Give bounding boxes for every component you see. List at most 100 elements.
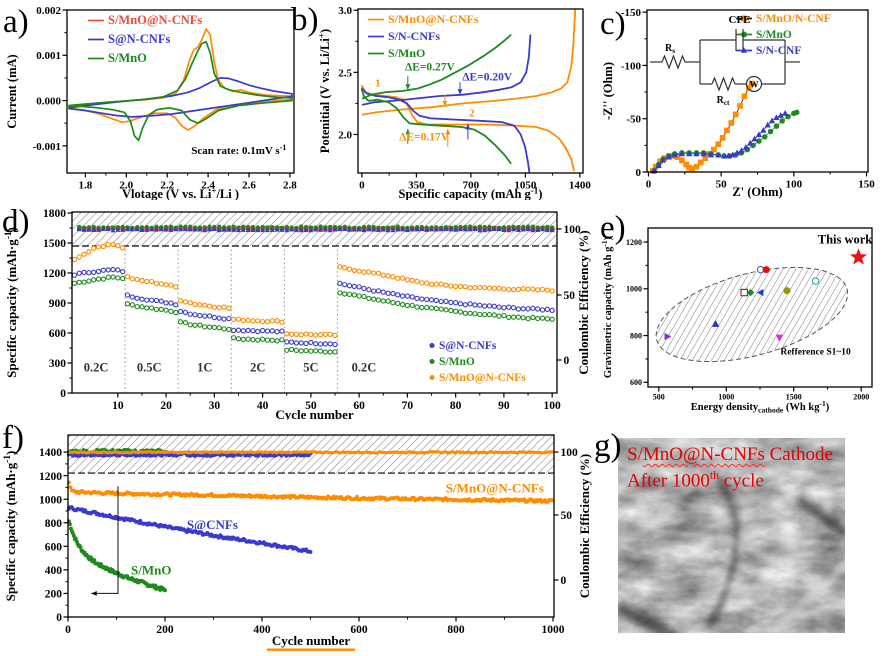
svg-text:Gravimetric capacity (mAh g-1): Gravimetric capacity (mAh g-1) — [600, 236, 614, 378]
svg-text:ΔE=0.20V: ΔE=0.20V — [462, 71, 513, 83]
svg-text:70: 70 — [402, 400, 414, 412]
svg-text:1000: 1000 — [39, 494, 62, 506]
equivalent-circuit-inset — [650, 29, 800, 93]
panel-label-c: c) — [600, 6, 626, 42]
svg-text:50: 50 — [716, 179, 728, 191]
svg-text:1400: 1400 — [569, 180, 592, 192]
panel-label-d: d) — [2, 204, 30, 240]
series-this-work — [849, 248, 868, 265]
svg-text:60: 60 — [353, 400, 365, 412]
panel-label-g: g) — [594, 428, 622, 464]
svg-text:2.0: 2.0 — [338, 129, 352, 141]
svg-text:0: 0 — [60, 388, 66, 400]
series-s-mno-n-cnf — [649, 80, 755, 174]
panel-label-a: a) — [3, 4, 29, 40]
panel-c-impedance: c) 0 50 100 150 0 -50 -100 -150 Z' (Ohm) -Z'' (Oh… — [600, 0, 885, 200]
panel-a-cv: a) Scan rate: 0.1mV s-1 1.8 2.0 2.2 2.4 2.6 2.… — [0, 0, 300, 200]
svg-text:1C: 1C — [197, 361, 212, 375]
chart-c-nyquist-plot: 0 50 100 150 0 -50 -100 -150 Z' (Ohm) -Z'' (Ohm) S… — [601, 7, 875, 199]
svg-text:1200: 1200 — [43, 268, 66, 280]
svg-text:200: 200 — [156, 624, 174, 636]
sem-texture — [618, 438, 845, 633]
panel-label-b: b) — [291, 2, 319, 38]
svg-text:-50: -50 — [626, 114, 641, 126]
chart-b-voltage-profiles: ΔE=0.27V ΔE=0.20V ΔE=0.17V 1 2 0 350 700 1050 140… — [316, 5, 592, 200]
svg-text:S/MnO: S/MnO — [388, 46, 425, 60]
legend-d: S@N-CNFs S/MnO S/MnO@N-CNFs — [429, 340, 526, 384]
svg-text:600: 600 — [45, 541, 63, 553]
svg-text:S/MnO: S/MnO — [756, 29, 792, 41]
svg-text:Vlotage (V vs. Li+/Li ): Vlotage (V vs. Li+/Li ) — [122, 185, 239, 200]
svg-text:400: 400 — [45, 565, 63, 577]
svg-text:350: 350 — [408, 180, 425, 192]
svg-text:S@N-CNFs: S@N-CNFs — [439, 340, 497, 352]
svg-text:80: 80 — [450, 400, 462, 412]
svg-text:2000: 2000 — [853, 393, 869, 402]
series-references-s1-10 — [664, 265, 820, 342]
svg-text:1000: 1000 — [626, 285, 642, 294]
svg-text:1000: 1000 — [718, 393, 734, 402]
series-s-mno — [67, 519, 167, 593]
svg-text:2.4: 2.4 — [201, 180, 215, 192]
svg-text:1200: 1200 — [39, 471, 62, 483]
svg-text:800: 800 — [447, 624, 465, 636]
svg-text:Specific capacity (mAh g-1): Specific capacity (mAh g-1) — [399, 185, 543, 200]
svg-text:Z' (Ohm): Z' (Ohm) — [732, 185, 782, 199]
svg-text:Refference S1~10: Refference S1~10 — [780, 348, 851, 358]
svg-text:2.2: 2.2 — [160, 180, 174, 192]
svg-text:50: 50 — [564, 290, 576, 302]
svg-text:2C: 2C — [250, 361, 265, 375]
series-s-mno-n-cnfs — [71, 241, 555, 339]
svg-text:2: 2 — [469, 107, 475, 119]
svg-text:0.001: 0.001 — [36, 50, 61, 62]
series-coulombic-efficiency-blue- — [76, 226, 555, 233]
svg-text:-Z'' (Ohm): -Z'' (Ohm) — [601, 62, 615, 120]
svg-text:S/N-CNF: S/N-CNF — [756, 45, 801, 57]
svg-text:600: 600 — [350, 624, 368, 636]
svg-text:90: 90 — [498, 400, 510, 412]
svg-text:900: 900 — [49, 298, 67, 310]
sem-fiber-streaks — [618, 438, 845, 633]
series-s-n-cnfs-charge — [361, 34, 532, 106]
svg-text:2.0: 2.0 — [119, 180, 133, 192]
svg-text:0: 0 — [564, 355, 570, 367]
svg-text:Specific capacity (mAh·g-1): Specific capacity (mAh·g-1) — [4, 227, 19, 378]
svg-text:20: 20 — [160, 400, 172, 412]
legend-b: S/MnO@N-CNFs S/N-CNFs S/MnO — [368, 12, 479, 60]
svg-text:Cycle number: Cycle number — [275, 407, 354, 420]
svg-text:150: 150 — [858, 179, 875, 191]
svg-text:100: 100 — [564, 224, 582, 236]
sem-caption: S/MnO@N-CNFs Cathode After 1000th cycle — [627, 442, 833, 494]
svg-text:30: 30 — [209, 400, 221, 412]
svg-text:W: W — [750, 80, 759, 90]
chart-e-energy-density-scatter: This work Refference S1~10 500 1000 1500 2000… — [600, 227, 873, 414]
svg-text:Potenitial (V vs. Li/Li+): Potenitial (V vs. Li/Li+) — [316, 29, 332, 153]
svg-text:2.6: 2.6 — [242, 180, 256, 192]
series-s-mno — [68, 40, 293, 142]
svg-text:600: 600 — [49, 328, 67, 340]
svg-text:400: 400 — [253, 624, 271, 636]
svg-text:1: 1 — [375, 78, 381, 90]
svg-text:5C: 5C — [303, 361, 318, 375]
series-s-mno-n-cnfs — [67, 480, 555, 504]
legend-a: S/MnO@N-CNFs S@N-CNFs S/MnO — [88, 13, 202, 65]
chart-a-cyclic-voltammetry: Scan rate: 0.1mV s-1 1.8 2.0 2.2 2.4 2.6 2.8 -0… — [5, 5, 297, 200]
svg-text:Coulombic Efficiency (%): Coulombic Efficiency (%) — [576, 230, 591, 374]
svg-text:S/MnO@N-CNFs: S/MnO@N-CNFs — [388, 12, 479, 26]
svg-text:S/MnO: S/MnO — [439, 356, 475, 368]
panel-g-sem: g) — [592, 420, 885, 656]
svg-text:1400: 1400 — [39, 447, 62, 459]
svg-text:600: 600 — [630, 378, 642, 387]
svg-text:S/MnO/N-CNF: S/MnO/N-CNF — [756, 13, 831, 25]
svg-text:100: 100 — [786, 179, 803, 191]
series-s-mno — [71, 274, 555, 355]
sem-image: S/MnO@N-CNFs Cathode After 1000th cycle — [618, 438, 845, 633]
svg-text:100: 100 — [561, 447, 579, 459]
series-s-mno-discharge — [361, 88, 512, 165]
svg-text:S/MnO@N-CNFs: S/MnO@N-CNFs — [108, 13, 202, 27]
svg-text:0: 0 — [646, 179, 652, 191]
svg-text:0: 0 — [636, 167, 642, 179]
svg-text:1050: 1050 — [514, 180, 537, 192]
svg-text:1800: 1800 — [43, 208, 66, 220]
sem-caption-line1: S/MnO@N-CNFs Cathode — [627, 444, 833, 465]
